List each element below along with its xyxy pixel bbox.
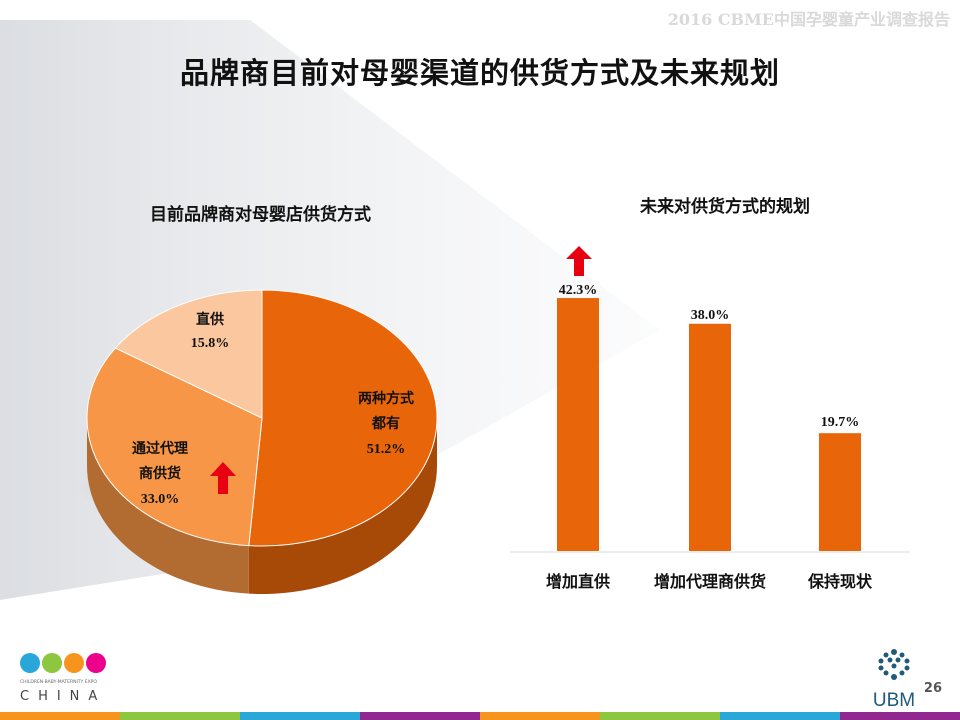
ubm-logo: UBM: [873, 649, 915, 710]
color-strip: [0, 712, 960, 720]
up-arrow-icon: [210, 462, 236, 494]
bar-category-label: 增加直供: [545, 572, 610, 591]
bar-category-label: 保持现状: [807, 572, 872, 591]
bar-2: [819, 433, 861, 551]
bar-1: [689, 323, 731, 551]
bar-value-label: 42.3%: [558, 283, 598, 298]
pie-label-both: 两种方式 都有 51.2%: [340, 387, 432, 462]
pie-label-agent-line2: 商供货: [139, 466, 181, 482]
pie-label-agent: 通过代理 商供货 33.0%: [112, 437, 208, 512]
pie-label-both-pct: 51.2%: [366, 442, 406, 457]
pie-label-both-line2: 都有: [372, 416, 400, 432]
report-header: 2016 CBME中国孕婴童产业调查报告: [667, 10, 950, 29]
bar-category-label: 增加代理商供货: [653, 572, 766, 591]
cbme-logo: CHILDREN·BABY·MATERNITY EXPO CHINA: [20, 653, 106, 704]
slide-title: 品牌商目前对母婴渠道的供货方式及未来规划: [179, 56, 780, 90]
ubm-text: UBM: [873, 690, 915, 710]
cbme-tagline: CHILDREN·BABY·MATERNITY EXPO: [20, 679, 97, 685]
pie-label-agent-pct: 33.0%: [140, 492, 180, 507]
pie-slice-both: [248, 289, 438, 547]
cbme-china-text: CHINA: [20, 689, 106, 704]
up-arrow-icon: [566, 246, 592, 276]
pie-chart-title: 目前品牌商对母婴店供货方式: [150, 205, 371, 225]
pie-label-agent-line1: 通过代理: [132, 441, 188, 457]
pie-slice-agent-side: [87, 418, 249, 594]
pie-label-direct-line1: 直供: [196, 312, 224, 328]
pie-label-both-line1: 两种方式: [358, 391, 414, 407]
pie-label-direct-pct: 15.8%: [190, 336, 230, 351]
bar-value-label: 19.7%: [820, 415, 860, 430]
bar-value-label: 38.0%: [690, 308, 730, 323]
pie-slice-both-side: [248, 418, 437, 594]
pie-slice-direct: [114, 289, 263, 419]
bar-chart-title: 未来对供货方式的规划: [640, 197, 810, 217]
pie-label-direct: 直供 15.8%: [170, 308, 250, 356]
bar-0: [557, 298, 599, 551]
page-number: 26: [923, 681, 942, 696]
